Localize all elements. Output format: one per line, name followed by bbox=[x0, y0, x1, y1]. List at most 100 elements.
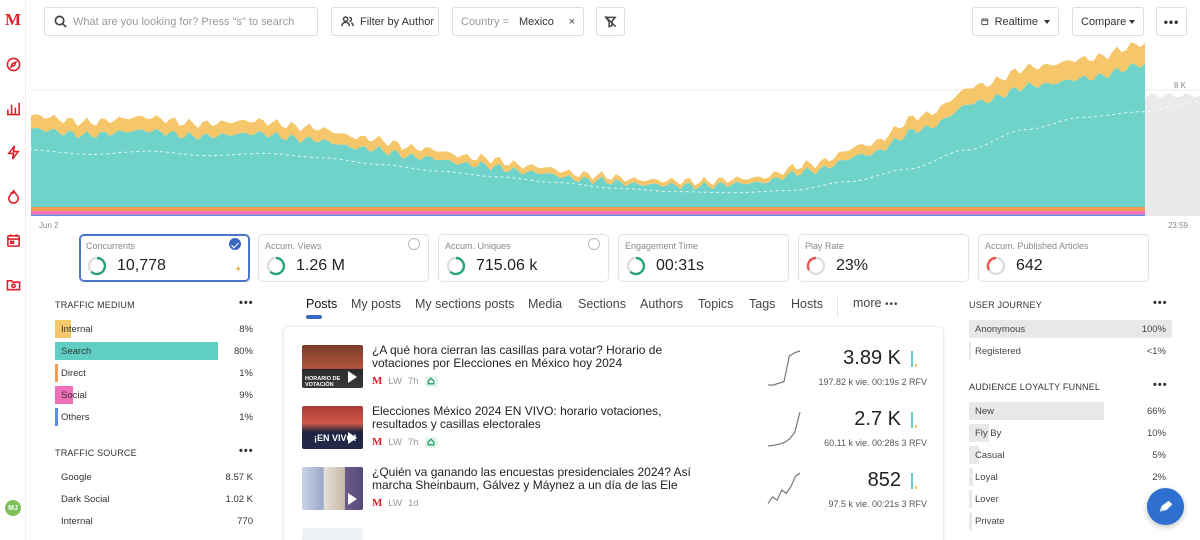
kpi-accum-uniques[interactable]: Accum. Uniques 715.06 k bbox=[438, 234, 609, 282]
users-icon bbox=[341, 16, 354, 27]
compare-label: Compare bbox=[1081, 15, 1127, 28]
loyalty-row[interactable]: Casual 5% bbox=[969, 446, 1172, 464]
loyalty-label: Loyal bbox=[975, 472, 998, 483]
tab-more[interactable]: more ••• bbox=[853, 296, 898, 310]
post-thumbnail[interactable]: ¡EN VIVO! bbox=[302, 406, 363, 449]
filter-off-icon bbox=[604, 15, 617, 28]
chat-icon bbox=[1159, 500, 1172, 511]
sparkline-path bbox=[767, 472, 801, 504]
post-row[interactable]: ¡EN VIVO! Elecciones México 2024 EN VIVO… bbox=[284, 404, 945, 464]
post-title[interactable]: Elecciones México 2024 EN VIVO: horario … bbox=[372, 404, 662, 431]
country-filter-chip[interactable]: Country = Mexico × bbox=[452, 7, 584, 36]
post-concurrents: 3.89 K bbox=[843, 347, 901, 369]
tab-authors[interactable]: Authors bbox=[640, 297, 684, 311]
loyalty-pct: 66% bbox=[1146, 406, 1166, 417]
search-icon bbox=[54, 15, 67, 28]
traffic-medium-pct: 80% bbox=[233, 346, 253, 357]
post-stats: 97.5 k vie. 00:21s 3 RFV bbox=[828, 499, 927, 509]
loyalty-row[interactable]: New 66% bbox=[969, 402, 1172, 420]
post-device-bars bbox=[911, 351, 923, 367]
search-input[interactable] bbox=[73, 15, 303, 28]
kpi-label: Accum. Views bbox=[265, 241, 322, 251]
tab-posts[interactable]: Posts bbox=[306, 297, 338, 311]
search-box[interactable] bbox=[44, 7, 318, 36]
filter-by-author-button[interactable]: Filter by Author bbox=[331, 7, 439, 36]
home-icon bbox=[424, 436, 438, 448]
post-thumbnail[interactable]: HORARIO DE VOTACIÓN bbox=[302, 345, 363, 388]
calendar-icon[interactable] bbox=[4, 231, 22, 249]
check-icon[interactable] bbox=[588, 238, 600, 250]
tab-my-posts[interactable]: My posts bbox=[351, 297, 402, 311]
check-icon[interactable] bbox=[229, 238, 241, 250]
kpi-published-articles[interactable]: Accum. Published Articles 642 bbox=[978, 234, 1149, 282]
tab-sections[interactable]: Sections bbox=[578, 297, 626, 311]
post-thumbnail[interactable] bbox=[302, 467, 363, 510]
traffic-medium-label: Internal bbox=[61, 324, 93, 335]
post-row[interactable]: ¿Quién va ganando las encuestas presiden… bbox=[284, 465, 945, 525]
active-tab-indicator bbox=[306, 315, 322, 319]
traffic-medium-pct: 8% bbox=[239, 324, 253, 335]
chat-button[interactable] bbox=[1147, 488, 1184, 525]
traffic-source-row[interactable]: Internal 770 bbox=[61, 516, 253, 527]
compare-dropdown[interactable]: Compare bbox=[1072, 7, 1144, 36]
post-title[interactable]: ¿Quién va ganando las encuestas presiden… bbox=[372, 465, 691, 492]
post-title[interactable]: ¿A qué hora cierran las casillas para vo… bbox=[372, 343, 663, 370]
traffic-medium-bar bbox=[55, 408, 58, 426]
post-concurrents: 2.7 K bbox=[854, 408, 901, 430]
kpi-label: Play Rate bbox=[805, 241, 845, 251]
post-age: 7h bbox=[407, 375, 419, 387]
traffic-medium-row[interactable]: Social 9% bbox=[54, 386, 253, 404]
traffic-area-chart[interactable] bbox=[31, 30, 1200, 230]
traffic-medium-row[interactable]: Direct 1% bbox=[54, 364, 253, 382]
loyalty-row[interactable]: Private bbox=[969, 512, 1172, 530]
compass-icon[interactable] bbox=[4, 55, 22, 73]
kpi-engagement-time[interactable]: Engagement Time 00:31s bbox=[618, 234, 789, 282]
more-options-icon[interactable]: ••• bbox=[239, 297, 254, 309]
tab-my-sections-posts[interactable]: My sections posts bbox=[415, 297, 515, 311]
realtime-dropdown[interactable]: Realtime bbox=[972, 7, 1059, 36]
more-options-button[interactable]: ••• bbox=[1156, 7, 1187, 36]
tab-hosts[interactable]: Hosts bbox=[791, 297, 823, 311]
loyalty-row[interactable]: Loyal 2% bbox=[969, 468, 1172, 486]
bolt-icon[interactable] bbox=[4, 143, 22, 161]
post-row[interactable]: HORARIO DE VOTACIÓN ¿A qué hora cierran … bbox=[284, 343, 945, 403]
traffic-medium-row[interactable]: Others 1% bbox=[54, 408, 253, 426]
brand-logo[interactable]: M bbox=[4, 10, 22, 29]
loyalty-row[interactable]: Fly By 10% bbox=[969, 424, 1172, 442]
check-icon[interactable] bbox=[408, 238, 420, 250]
more-options-icon[interactable]: ••• bbox=[1153, 379, 1168, 391]
play-icon bbox=[348, 493, 357, 505]
traffic-source-row[interactable]: Dark Social 1.02 K bbox=[61, 494, 253, 505]
post-thumbnail[interactable] bbox=[302, 528, 363, 540]
more-options-icon[interactable]: ••• bbox=[239, 445, 254, 457]
kpi-play-rate[interactable]: Play Rate 23% bbox=[798, 234, 969, 282]
tab-topics[interactable]: Topics bbox=[698, 297, 734, 311]
post-sparkline bbox=[768, 350, 801, 386]
loyalty-bar bbox=[969, 512, 972, 530]
flame-icon[interactable] bbox=[4, 187, 22, 205]
folder-icon[interactable] bbox=[4, 275, 22, 293]
post-author: LW bbox=[388, 436, 402, 448]
post-meta: M LW 1d bbox=[372, 497, 419, 509]
post-author: LW bbox=[388, 375, 402, 387]
tab-media[interactable]: Media bbox=[528, 297, 563, 311]
user-journey-row[interactable]: Anonymous 100% bbox=[969, 320, 1172, 338]
avatar[interactable]: MJ bbox=[5, 500, 21, 516]
user-journey-row[interactable]: Registered <1% bbox=[969, 342, 1172, 360]
bar-chart-icon[interactable] bbox=[4, 99, 22, 117]
traffic-medium-row[interactable]: Internal 8% bbox=[54, 320, 253, 338]
kpi-accum-views[interactable]: Accum. Views 1.26 M bbox=[258, 234, 429, 282]
post-meta: M LW 7h bbox=[372, 375, 438, 387]
others-area bbox=[31, 214, 1145, 216]
post-age: 7h bbox=[407, 436, 419, 448]
more-options-icon[interactable]: ••• bbox=[1153, 297, 1168, 309]
loyalty-pct: 10% bbox=[1146, 428, 1166, 439]
close-icon[interactable]: × bbox=[568, 15, 575, 28]
kpi-concurrents[interactable]: Concurrents 10,778 ✦ bbox=[79, 234, 250, 282]
tab-tags[interactable]: Tags bbox=[749, 297, 776, 311]
post-stats: 197.82 k vie. 00:19s 2 RFV bbox=[818, 377, 927, 387]
traffic-source-row[interactable]: Google 8.57 K bbox=[61, 472, 253, 483]
loyalty-row[interactable]: Lover bbox=[969, 490, 1172, 508]
clear-filters-button[interactable] bbox=[596, 7, 625, 36]
traffic-medium-row[interactable]: Search 80% bbox=[54, 342, 253, 360]
